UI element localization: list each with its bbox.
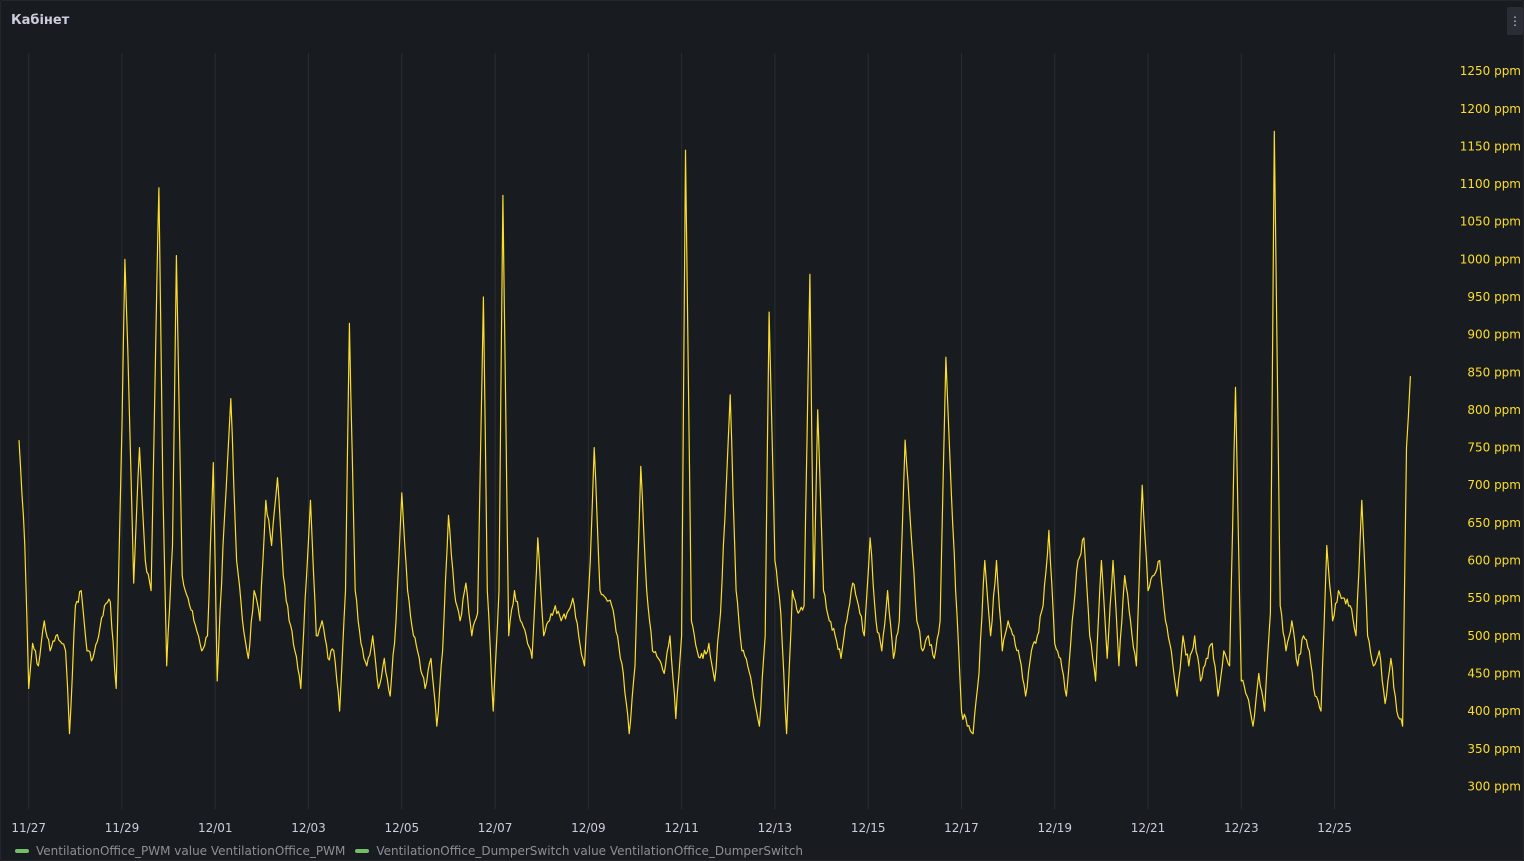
x-tick-label: 12/13 <box>758 821 793 835</box>
x-tick-label: 12/05 <box>385 821 420 835</box>
y-tick-label: 1000 ppm <box>1460 252 1521 266</box>
y-tick-label: 700 ppm <box>1467 478 1521 492</box>
legend-label: VentilationOffice_DumperSwitch value Ven… <box>376 844 804 858</box>
x-tick-label: 12/11 <box>664 821 699 835</box>
x-tick-label: 12/17 <box>944 821 979 835</box>
kebab-menu-icon: ⋮ <box>1509 14 1521 28</box>
y-tick-label: 800 ppm <box>1467 403 1521 417</box>
x-tick-label: 12/07 <box>478 821 513 835</box>
y-tick-label: 950 ppm <box>1467 290 1521 304</box>
x-tick-label: 12/25 <box>1317 821 1352 835</box>
x-tick-label: 11/29 <box>105 821 140 835</box>
y-tick-label: 1150 ppm <box>1460 139 1521 153</box>
y-tick-label: 450 ppm <box>1467 666 1521 680</box>
y-tick-label: 1100 ppm <box>1460 177 1521 191</box>
legend: VentilationOffice_PWM value VentilationO… <box>15 844 803 858</box>
y-tick-label: 850 ppm <box>1467 365 1521 379</box>
y-tick-label: 650 ppm <box>1467 516 1521 530</box>
series-layer <box>18 130 1411 735</box>
legend-swatch <box>355 849 370 853</box>
x-tick-label: 12/19 <box>1037 821 1072 835</box>
x-tick-label: 12/15 <box>851 821 886 835</box>
legend-item[interactable]: VentilationOffice_PWM value VentilationO… <box>15 844 345 858</box>
legend-item[interactable]: VentilationOffice_DumperSwitch value Ven… <box>355 844 803 858</box>
panel-title: Кабінет <box>11 13 70 28</box>
co2-series-line <box>18 130 1411 735</box>
y-tick-label: 1200 ppm <box>1460 102 1521 116</box>
x-tick-label: 12/01 <box>198 821 233 835</box>
grid-lines <box>28 53 1336 809</box>
y-tick-label: 900 ppm <box>1467 328 1521 342</box>
x-axis: 11/27 11/29 12/01 12/03 12/05 12/07 12/09 12/11… <box>11 821 1351 835</box>
x-tick-label: 12/03 <box>291 821 326 835</box>
y-tick-label: 500 ppm <box>1467 629 1521 643</box>
x-tick-label: 12/23 <box>1224 821 1259 835</box>
y-tick-label: 1250 ppm <box>1460 64 1521 78</box>
x-tick-label: 11/27 <box>11 821 46 835</box>
legend-label: VentilationOffice_PWM value VentilationO… <box>36 844 346 858</box>
y-tick-label: 350 ppm <box>1467 742 1521 756</box>
y-tick-label: 300 ppm <box>1467 779 1521 793</box>
y-tick-label: 550 ppm <box>1467 591 1521 605</box>
x-tick-label: 12/21 <box>1131 821 1166 835</box>
y-tick-label: 400 ppm <box>1467 704 1521 718</box>
y-tick-label: 750 ppm <box>1467 441 1521 455</box>
x-tick-label: 12/09 <box>571 821 606 835</box>
y-tick-label: 600 ppm <box>1467 554 1521 568</box>
y-tick-label: 1050 ppm <box>1460 215 1521 229</box>
legend-swatch <box>15 849 29 853</box>
panel-menu-button[interactable]: ⋮ <box>1507 7 1523 35</box>
y-axis: 300 ppm 350 ppm 400 ppm 450 ppm 500 ppm 550 p… <box>1460 64 1521 793</box>
